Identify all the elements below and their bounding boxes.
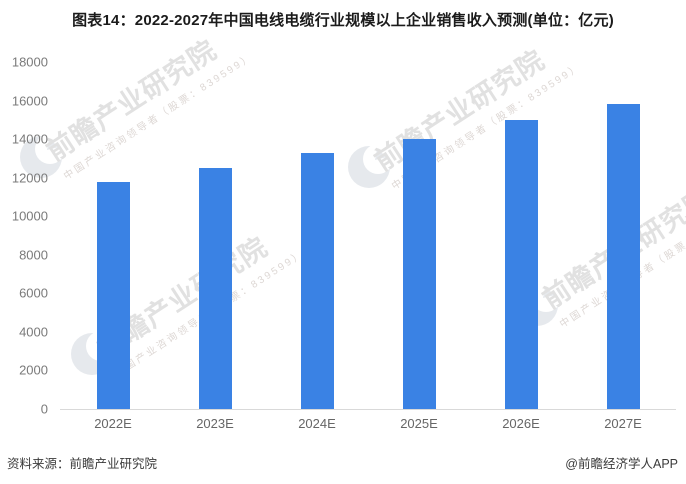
y-axis-tick-label: 18000 (11, 54, 48, 70)
y-axis-tick-label: 2000 (19, 362, 48, 378)
y-axis-tick-label: 8000 (19, 247, 48, 263)
y-axis-tick-label: 12000 (11, 170, 48, 186)
x-axis-tick-label: 2025E (400, 416, 438, 431)
x-axis-tick-label: 2024E (298, 416, 336, 431)
bar-2024E (300, 152, 334, 409)
watermark-brand: 前瞻产业研究院 (41, 34, 223, 167)
x-axis-tick-label: 2026E (502, 416, 540, 431)
bar-2026E (504, 119, 538, 409)
credit-note: @前瞻经济学人APP (565, 457, 678, 471)
watermark-text: 前瞻产业研究院中国产业咨询领导者（股票：839599） (37, 14, 255, 183)
qianzhan-logo-icon (20, 136, 62, 178)
y-axis-tick-label: 6000 (19, 285, 48, 301)
x-axis-tick-label: 2027E (604, 416, 642, 431)
x-axis-tick-label: 2022E (94, 416, 132, 431)
qianzhan-logo-icon (348, 146, 390, 188)
source-note: 资料来源：前瞻产业研究院 (7, 457, 158, 471)
x-axis-tick-label: 2023E (196, 416, 234, 431)
y-axis-tick-label: 16000 (11, 93, 48, 109)
watermark-text: 前瞻产业研究院中国产业咨询领导者（股票：839599） (365, 24, 583, 193)
bar-2022E (96, 181, 130, 409)
y-axis-tick-label: 14000 (11, 131, 48, 147)
bar-2027E (606, 104, 640, 409)
y-axis-tick-label: 10000 (11, 208, 48, 224)
x-axis-line (60, 409, 676, 410)
y-axis-tick-label: 0 (40, 401, 48, 417)
bar-2023E (198, 168, 232, 409)
bar-2025E (402, 139, 436, 409)
chart-title: 图表14：2022-2027年中国电线电缆行业规模以上企业销售收入预测(单位：亿… (72, 12, 614, 29)
watermark-brand: 前瞻产业研究院 (369, 44, 551, 177)
y-axis-tick-label: 4000 (19, 324, 48, 340)
